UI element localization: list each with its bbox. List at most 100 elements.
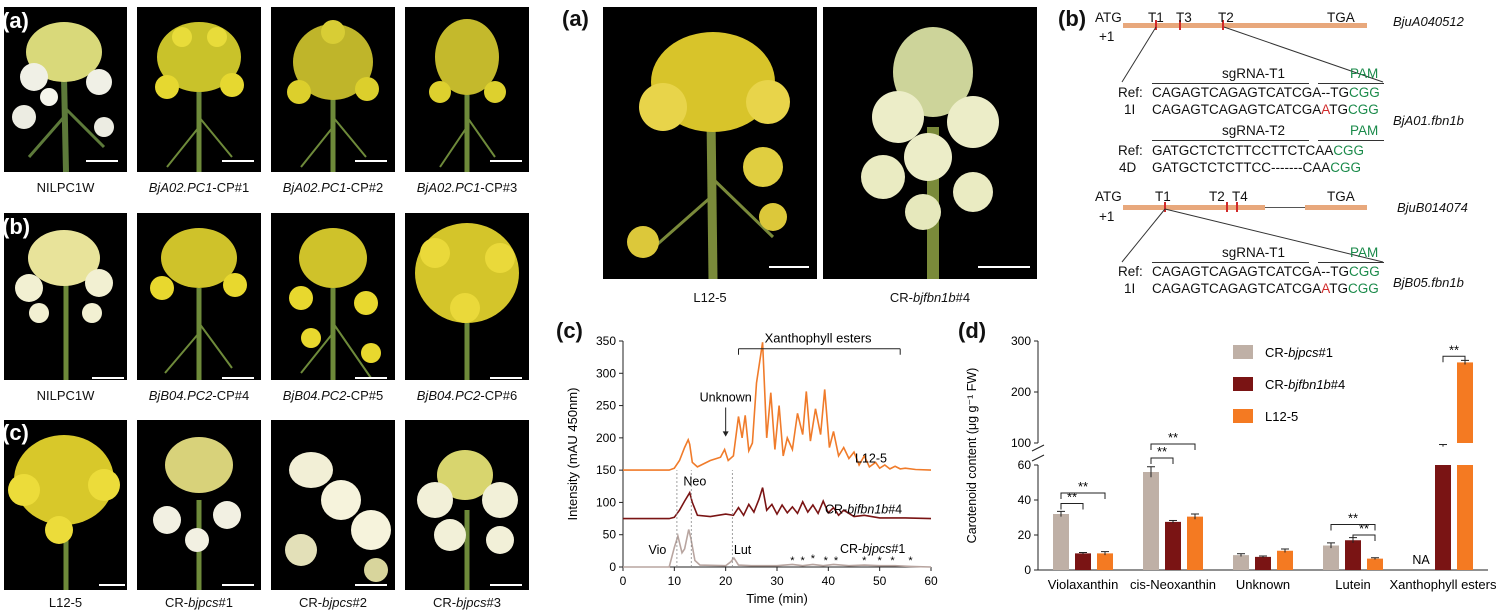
x-tick-label: 0 [620, 574, 627, 588]
allele-name: BjA01.fbn1b [1393, 113, 1464, 128]
peak-label-vio: Vio [648, 543, 666, 557]
y-tick-label: 40 [1018, 493, 1032, 507]
bar [1165, 521, 1181, 570]
pam-label: PAM [1350, 123, 1379, 138]
ref-sequence: CAGAGTCAGAGTCATCGA--TGCGG [1152, 264, 1380, 279]
x-category-label: Xanthophyll esters [1390, 577, 1497, 592]
significance-label: ** [1157, 444, 1167, 459]
y-tick-label: 200 [596, 431, 616, 445]
legend-label: L12-5 [1265, 409, 1298, 424]
y-tick-label: 20 [1018, 528, 1032, 542]
target-label: T2 [1218, 10, 1234, 25]
bar [1187, 516, 1203, 570]
significance-bracket [1060, 492, 1106, 499]
scale-bar [355, 160, 387, 162]
target-tick [1236, 202, 1238, 212]
chromatogram-trace [623, 342, 932, 471]
y-tick-label: 60 [1018, 458, 1032, 472]
gene-name: BjuA040512 [1393, 14, 1464, 29]
scale-bar [978, 266, 1030, 268]
x-tick-label: 60 [924, 574, 938, 588]
caption: NILPC1W [36, 180, 95, 195]
mut-sequence: CAGAGTCAGAGTCATCGAATGCGG [1152, 102, 1379, 117]
photo-bjfbn1b-4-large [823, 7, 1037, 279]
legend-swatch [1233, 377, 1253, 391]
ref-sequence: CAGAGTCAGAGTCATCGA--TGCGG [1152, 85, 1380, 100]
x-category-label: Unknown [1236, 577, 1290, 592]
y-tick-label: 50 [603, 528, 617, 542]
hplc-chromatogram: 0 10 20 30 40 50 60 0 50 100 150 200 250 300 350 Time (… [565, 331, 938, 606]
photo-bja02-cp1 [137, 7, 261, 172]
target-tick [1164, 202, 1166, 212]
scale-bar [490, 377, 522, 379]
y-tick-label: 200 [1011, 385, 1031, 399]
significance-bracket [1442, 355, 1466, 363]
caption: BjA02.PC1-CP#1 [148, 180, 250, 195]
axis-break [1031, 444, 1045, 452]
gene-name: BjuB014074 [1397, 200, 1468, 215]
target-label: T1 [1155, 189, 1171, 204]
photo-nilpc1w-a [4, 7, 127, 172]
caption: CR-bjpcs#2 [299, 595, 367, 610]
y-tick-label: 100 [596, 495, 616, 509]
chart-bars [1053, 359, 1473, 570]
bar [1143, 472, 1159, 570]
bracket-label: Xanthophyll esters [765, 331, 872, 346]
y-tick-label: 300 [596, 366, 616, 380]
bar [1457, 465, 1473, 570]
sgrna-bar [1152, 262, 1309, 263]
scale-bar [222, 584, 254, 586]
right-panel-b-label: (b) [1058, 6, 1087, 31]
photo-bja02-cp2 [271, 7, 395, 172]
gene-model [1265, 207, 1305, 208]
photo-nilpc1w-b [4, 213, 127, 380]
trace-label: CR-bjfbn1b#4 [825, 502, 902, 516]
y-tick-label: 250 [596, 399, 616, 413]
photo-bja02-cp3 [405, 7, 529, 172]
caption: L12-5 [48, 595, 83, 610]
mut-sequence: GATGCTCTCTTCC-------CAACGG [1152, 160, 1361, 175]
star-marker: * [824, 555, 829, 567]
photo-l12-5-large [603, 7, 817, 279]
sgrna-bar [1152, 83, 1309, 84]
scale-bar [355, 584, 387, 586]
caption: CR-bjpcs#3 [433, 595, 501, 610]
allele-name: BjB05.fbn1b [1393, 275, 1464, 290]
scale-bar [222, 160, 254, 162]
star-marker: * [811, 553, 816, 565]
pam-bar [1318, 140, 1384, 141]
x-tick-label: 30 [770, 574, 784, 588]
scale-bar [490, 160, 522, 162]
mut-label: 4D [1119, 160, 1137, 175]
significance-bracket [1330, 524, 1376, 531]
atg-label: ATG [1095, 189, 1122, 204]
y-tick-label: 0 [609, 560, 616, 574]
pam-label: PAM [1350, 245, 1379, 260]
sgrna-label: sgRNA-T1 [1222, 66, 1286, 81]
y-tick-label: 0 [1024, 563, 1031, 577]
carotenoid-bar-chart: 0 20 40 60 100 200 300 Carotenoid content (μg g… [965, 334, 1497, 592]
scale-bar [222, 377, 254, 379]
target-label: T4 [1232, 189, 1248, 204]
significance-bracket [1060, 503, 1084, 510]
legend-label: CR-bjpcs#1 [1265, 345, 1333, 360]
zoom-lines [1121, 208, 1384, 263]
target-label: T2 [1209, 189, 1225, 204]
left-panel-b-label: (b) [2, 214, 31, 239]
star-marker: * [878, 555, 883, 567]
caption: BjA02.PC1-CP#2 [282, 180, 384, 195]
right-panel-a-label: (a) [562, 6, 589, 31]
caption: BjB04.PC2-CP#4 [148, 388, 250, 403]
legend-swatch [1233, 409, 1253, 423]
significance-label: ** [1168, 430, 1178, 445]
y-tick-label: 350 [596, 334, 616, 348]
significance-bracket [1352, 534, 1376, 541]
bar [1255, 556, 1271, 570]
x-category-label: Lutein [1335, 577, 1370, 592]
y-tick-label: 300 [1011, 334, 1031, 348]
right-panel-c-label: (c) [556, 318, 583, 343]
bar [1075, 553, 1091, 570]
caption: CR-bjfbn1b#4 [889, 290, 971, 305]
significance-bracket [1150, 457, 1174, 464]
zoom-lines [1121, 26, 1384, 83]
